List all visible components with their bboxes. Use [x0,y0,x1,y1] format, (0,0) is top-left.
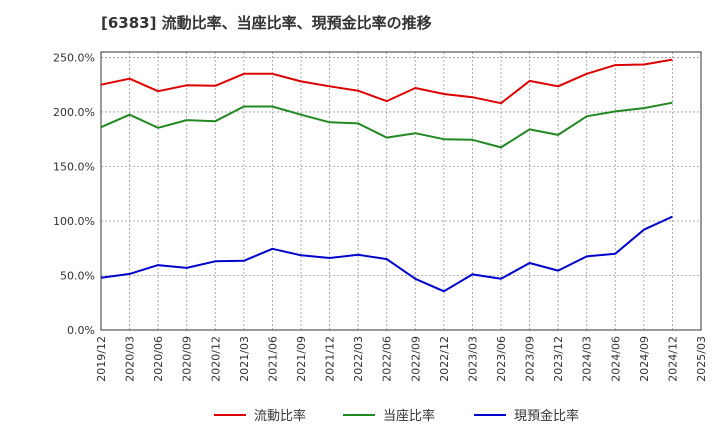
x-tick-label: 2020/09 [181,336,194,382]
x-tick-label: 2022/12 [438,336,451,382]
x-tick-label: 2023/09 [524,336,537,382]
x-tick-label: 2020/03 [124,336,137,382]
y-tick-label: 100.0% [53,215,95,228]
x-tick-label: 2023/03 [466,336,479,382]
x-tick-label: 2023/06 [495,336,508,382]
x-tick-label: 2020/06 [152,336,165,382]
y-tick-label: 150.0% [53,160,95,173]
x-tick-label: 2022/03 [352,336,365,382]
x-tick-label: 2022/09 [409,336,422,382]
legend-label: 流動比率 [254,408,306,424]
y-tick-label: 250.0% [53,51,95,64]
x-tick-label: 2021/09 [295,336,308,382]
x-tick-label: 2024/06 [609,336,622,382]
y-tick-label: 0.0% [67,324,95,337]
legend-label: 当座比率 [383,408,435,424]
x-tick-label: 2024/03 [581,336,594,382]
x-tick-label: 2019/12 [95,336,108,382]
chart-title: [6383] 流動比率、当座比率、現預金比率の推移 [101,14,432,32]
x-tick-label: 2023/12 [552,336,565,382]
series-line [100,215,673,293]
x-tick-label: 2024/09 [638,336,651,382]
x-tick-label: 2021/03 [238,336,251,382]
x-tick-label: 2022/06 [381,336,394,382]
legend-label: 現預金比率 [514,408,579,424]
y-tick-label: 50.0% [60,269,95,282]
x-tick-label: 2021/06 [266,336,279,382]
series-line [100,58,673,105]
y-tick-label: 200.0% [53,106,95,119]
x-tick-label: 2024/12 [666,336,679,382]
series-line [100,101,673,149]
x-tick-label: 2025/03 [695,336,708,382]
x-tick-label: 2020/12 [209,336,222,382]
plot-frame [100,51,702,331]
x-tick-label: 2021/12 [324,336,337,382]
